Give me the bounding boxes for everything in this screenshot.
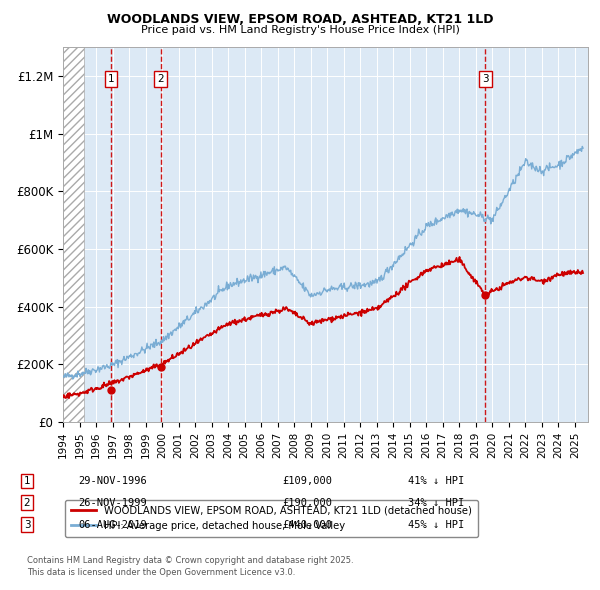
Text: 45% ↓ HPI: 45% ↓ HPI <box>408 520 464 529</box>
Text: 1: 1 <box>23 476 31 486</box>
Text: 2: 2 <box>23 498 31 507</box>
Text: 26-NOV-1999: 26-NOV-1999 <box>78 498 147 507</box>
Text: 41% ↓ HPI: 41% ↓ HPI <box>408 476 464 486</box>
Text: 3: 3 <box>23 520 31 529</box>
Text: £440,000: £440,000 <box>282 520 332 529</box>
Text: WOODLANDS VIEW, EPSOM ROAD, ASHTEAD, KT21 1LD: WOODLANDS VIEW, EPSOM ROAD, ASHTEAD, KT2… <box>107 13 493 26</box>
Text: £190,000: £190,000 <box>282 498 332 507</box>
Text: 29-NOV-1996: 29-NOV-1996 <box>78 476 147 486</box>
Text: Contains HM Land Registry data © Crown copyright and database right 2025.: Contains HM Land Registry data © Crown c… <box>27 556 353 565</box>
Text: 3: 3 <box>482 74 489 84</box>
Text: Price paid vs. HM Land Registry's House Price Index (HPI): Price paid vs. HM Land Registry's House … <box>140 25 460 35</box>
Text: This data is licensed under the Open Government Licence v3.0.: This data is licensed under the Open Gov… <box>27 568 295 576</box>
Text: 2: 2 <box>157 74 164 84</box>
Text: 06-AUG-2019: 06-AUG-2019 <box>78 520 147 529</box>
Bar <box>63 47 83 422</box>
Legend: WOODLANDS VIEW, EPSOM ROAD, ASHTEAD, KT21 1LD (detached house), HPI: Average pri: WOODLANDS VIEW, EPSOM ROAD, ASHTEAD, KT2… <box>65 500 478 537</box>
Text: 34% ↓ HPI: 34% ↓ HPI <box>408 498 464 507</box>
Text: £109,000: £109,000 <box>282 476 332 486</box>
Text: 1: 1 <box>108 74 115 84</box>
